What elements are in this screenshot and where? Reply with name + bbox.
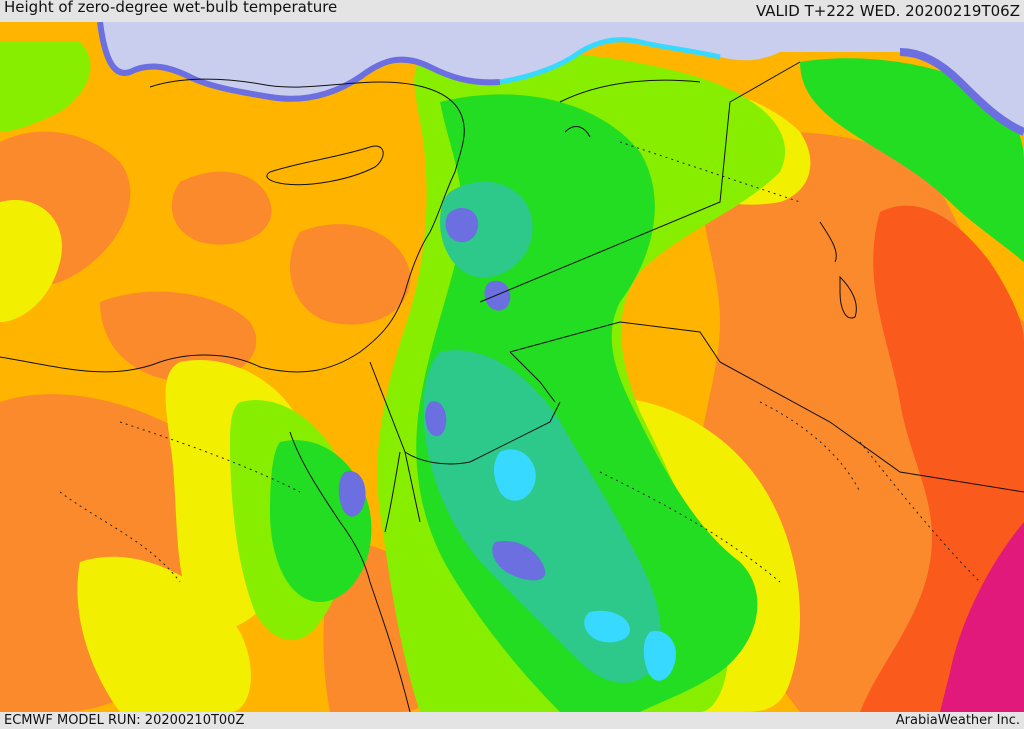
map-header: Height of zero-degree wet-bulb temperatu… bbox=[0, 0, 1024, 22]
cyan-cell bbox=[584, 610, 630, 643]
cyan-contour bbox=[499, 37, 721, 85]
valid-time-label: VALID T+222 WED. 20200219T06Z bbox=[755, 2, 1020, 20]
violet-cell bbox=[484, 280, 511, 311]
cyan-cell bbox=[643, 631, 676, 681]
map-title: Height of zero-degree wet-bulb temperatu… bbox=[4, 0, 338, 16]
blue-contour bbox=[97, 22, 501, 102]
violet-cell bbox=[338, 471, 366, 517]
dotted-boundaries bbox=[59, 141, 981, 583]
lavender-north bbox=[100, 22, 1024, 132]
teal-region bbox=[440, 181, 533, 278]
yellow-band bbox=[0, 200, 62, 322]
teal-region bbox=[423, 350, 661, 683]
credit-label: ArabiaWeather Inc. bbox=[895, 713, 1020, 728]
map-svg bbox=[0, 22, 1024, 712]
map-footer: ECMWF MODEL RUN: 20200210T00Z ArabiaWeat… bbox=[0, 712, 1024, 729]
violet-cell bbox=[445, 207, 479, 243]
lime-region bbox=[0, 42, 91, 132]
orange-patch bbox=[100, 291, 257, 382]
forecast-map bbox=[0, 22, 1024, 712]
orange-patch bbox=[171, 171, 272, 245]
border-lines bbox=[0, 61, 1024, 712]
yellow-band bbox=[77, 556, 251, 712]
model-run-label: ECMWF MODEL RUN: 20200210T00Z bbox=[4, 713, 245, 728]
cyan-cell bbox=[494, 449, 536, 501]
orange-patch bbox=[290, 224, 411, 325]
violet-cell bbox=[425, 401, 447, 437]
green-region bbox=[800, 58, 1024, 262]
blue-contour bbox=[899, 48, 1024, 136]
violet-cell bbox=[492, 541, 546, 581]
magenta-patch bbox=[940, 522, 1024, 712]
